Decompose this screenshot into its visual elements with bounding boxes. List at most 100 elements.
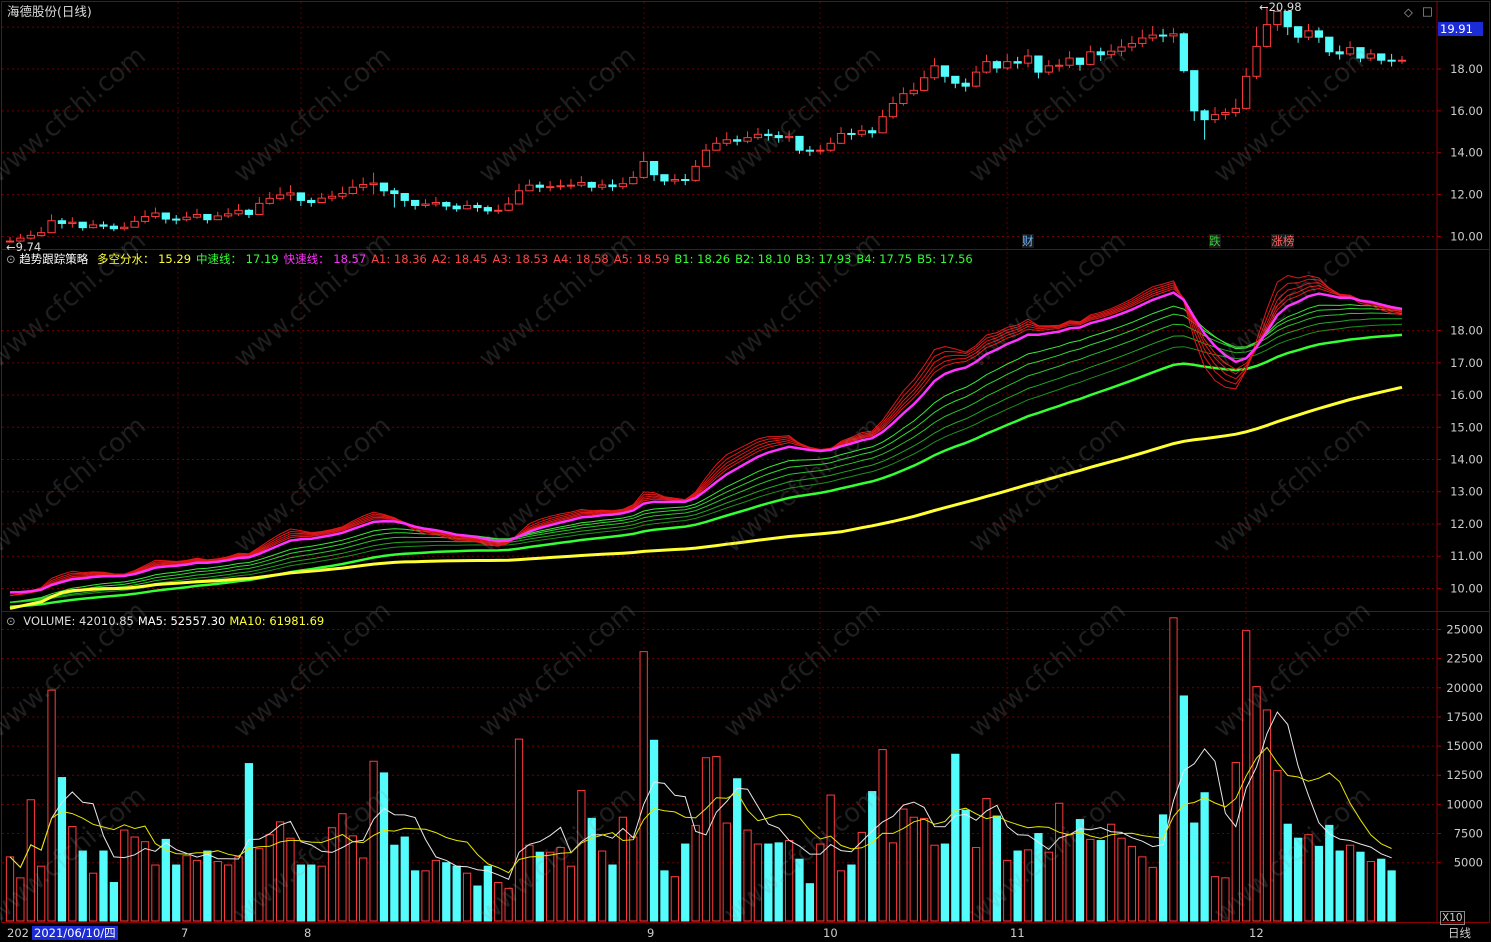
volume-bar-up — [971, 847, 981, 922]
indicator-tick-label: 16.00 — [1450, 388, 1483, 402]
candle-down — [1034, 55, 1043, 73]
volume-bar-up — [1023, 849, 1033, 922]
candle-up — [494, 209, 503, 212]
volume-bar-up — [255, 848, 264, 922]
collapse-icon[interactable]: ⊙ — [6, 252, 16, 266]
volume-legend-item: MA5: 52557.30 — [137, 614, 226, 628]
volume-bar-up — [265, 834, 274, 922]
period-label[interactable]: 日线 — [1448, 926, 1471, 940]
candle-up — [920, 77, 929, 91]
candle-up — [597, 184, 607, 188]
candle-down — [296, 192, 306, 201]
candle-down — [1179, 33, 1188, 72]
candle-up — [255, 202, 264, 215]
candle-up — [556, 185, 565, 188]
candle-down — [1325, 36, 1334, 53]
candle-down — [992, 61, 1002, 69]
volume-bar-down — [1075, 819, 1085, 922]
candle-up — [68, 221, 77, 224]
candle-up — [26, 234, 35, 239]
diamond-icon[interactable]: ◇ — [1404, 5, 1413, 19]
candle-up — [1345, 47, 1355, 55]
volume-bar-down — [1190, 822, 1199, 922]
volume-bar-down — [649, 739, 659, 922]
candle-up — [234, 209, 243, 215]
volume-bar-down — [1283, 823, 1292, 922]
candle-up — [275, 194, 285, 199]
candle-up — [431, 202, 441, 205]
price-tick-label: 14.00 — [1450, 146, 1483, 160]
volume-bar-up — [130, 836, 139, 922]
volume-bar-up — [899, 808, 908, 922]
volume-bar-down — [535, 851, 544, 922]
candle-up — [753, 133, 763, 139]
candle-up — [1252, 45, 1261, 77]
candle-up — [88, 224, 98, 229]
b-line-3 — [9, 312, 1403, 603]
volume-bar-up — [670, 876, 679, 922]
candle-up — [47, 220, 56, 234]
window-box-icon[interactable]: □ — [1422, 4, 1433, 18]
candle-up — [1221, 112, 1230, 116]
volume-bar-up — [753, 843, 763, 922]
volume-bar-down — [795, 858, 804, 922]
candle-up — [930, 65, 939, 79]
candle-up — [37, 232, 46, 236]
volume-bar-down — [244, 763, 254, 922]
candle-up — [140, 216, 150, 222]
collapse-icon[interactable]: ⊙ — [6, 614, 16, 628]
candle-down — [649, 161, 659, 176]
volume-bar-down — [587, 817, 596, 922]
candle-down — [951, 75, 960, 84]
volume-bar-up — [462, 872, 472, 922]
candle-up — [369, 182, 378, 186]
candle-down — [795, 135, 804, 151]
volume-bar-down — [940, 843, 950, 922]
indicator-tick-label: 12.00 — [1450, 517, 1483, 531]
candle-up — [130, 220, 139, 228]
volume-bar-down — [733, 778, 742, 922]
volume-bar-up — [930, 844, 939, 922]
candle-up — [701, 149, 711, 167]
candle-down — [660, 174, 669, 182]
indicator-legend-item: B4: 17.75 — [856, 252, 913, 266]
candle-down — [1377, 53, 1386, 61]
volume-bar-down — [410, 870, 420, 922]
candle-up — [618, 183, 628, 188]
candle-down — [1200, 110, 1209, 121]
volume-bar-up — [317, 865, 326, 922]
candle-up — [888, 103, 898, 118]
x-tick-label-month: 11 — [1010, 926, 1025, 940]
volume-bar-up — [359, 857, 368, 922]
x-tick-label-month: 12 — [1249, 926, 1264, 940]
candle-down — [805, 149, 815, 152]
indicator-tick-label: 11.00 — [1450, 549, 1483, 563]
volume-bar-up — [1345, 844, 1355, 922]
candle-up — [1397, 59, 1407, 62]
volume-bar-up — [1086, 838, 1095, 922]
volume-bar-down — [1377, 858, 1386, 922]
volume-bar-up — [546, 851, 555, 922]
volume-bar-up — [1055, 802, 1064, 922]
candle-down — [774, 135, 783, 139]
price-tick-label: 10.00 — [1450, 229, 1483, 243]
volume-ma10-line — [9, 746, 1392, 874]
volume-bar-down — [1034, 833, 1043, 922]
price-tick-label: 16.00 — [1450, 104, 1483, 118]
volume-bar-down — [203, 850, 212, 922]
volume-bar-up — [826, 794, 835, 922]
volume-bar-down — [681, 843, 690, 922]
indicator-legend-item: 中速线： 17.19 — [196, 252, 279, 266]
price-tick-label: 18.00 — [1450, 62, 1483, 76]
candle-up — [670, 179, 679, 182]
volume-bar-down — [99, 850, 108, 922]
volume-bar-down — [764, 843, 773, 922]
a-line-3 — [9, 282, 1403, 596]
candle-up — [878, 116, 887, 134]
volume-bar-down — [1200, 792, 1209, 922]
volume-tick-label: 10000 — [1446, 797, 1483, 811]
multiplier-label[interactable]: X10 — [1440, 911, 1465, 925]
volume-bar-up — [816, 843, 825, 922]
volume-bar-down — [172, 864, 181, 922]
